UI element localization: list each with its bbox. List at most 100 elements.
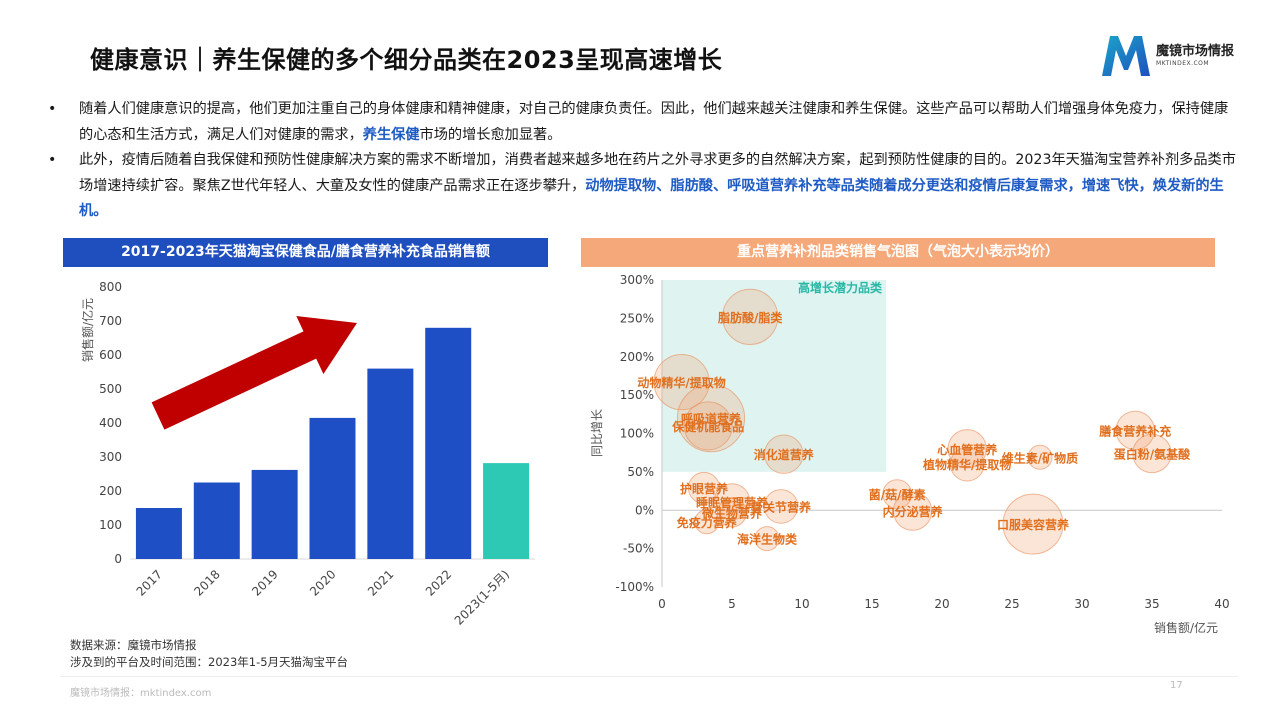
y-tick-label: 300% <box>620 273 654 287</box>
page-title: 健康意识｜养生保健的多个细分品类在2023呈现高速增长 <box>90 46 723 74</box>
x-tick-label: 2019 <box>249 567 280 598</box>
highlight-text: 养生保健 <box>362 126 420 143</box>
growth-arrow <box>151 316 357 430</box>
y-tick-label: -100% <box>615 580 654 594</box>
y-axis-label: 同比增长 <box>590 409 604 457</box>
x-tick-label: 40 <box>1214 597 1229 611</box>
bullet-item: • 此外，疫情后随着自我保健和预防性健康解决方案的需求不断增加，消费者越来越多地在… <box>48 148 1238 225</box>
bubble <box>653 353 710 411</box>
y-tick-label: 700 <box>99 314 122 328</box>
bar <box>367 368 414 559</box>
bubble-label: 睡眠管理营养 <box>696 495 768 510</box>
x-tick-label: 5 <box>728 597 736 611</box>
source-note: 数据来源：魔镜市场情报 <box>70 638 197 652</box>
bar <box>425 327 472 559</box>
brand-name: 魔镜市场情报 <box>1156 44 1235 59</box>
high-growth-zone <box>662 280 886 472</box>
y-tick-label: 200% <box>620 350 654 364</box>
brand-logo: 魔镜市场情报 MKTINDEX.COM <box>1098 32 1248 80</box>
scope-note: 涉及到的平台及时间范围：2023年1-5月天猫淘宝平台 <box>70 655 349 669</box>
bubble-label: 膳食营养补充 <box>1099 423 1171 438</box>
footer-site: 魔镜市场情报：mktindex.com <box>70 688 212 699</box>
y-tick-label: -50% <box>623 542 654 556</box>
bubble-label: 蛋白粉/氨基酸 <box>1114 446 1191 461</box>
bullet-dot: • <box>48 101 57 117</box>
bar <box>193 482 240 559</box>
bubble-label: 护眼营养 <box>680 481 728 496</box>
x-tick-label: 30 <box>1074 597 1089 611</box>
y-tick-label: 100% <box>620 427 654 441</box>
bar <box>483 463 530 559</box>
bubble <box>947 429 987 469</box>
bubble <box>892 491 933 531</box>
bubble <box>717 497 747 528</box>
x-axis-label: 销售额/亿元 <box>1154 620 1218 635</box>
x-tick-label: 2021 <box>365 567 396 598</box>
bubble <box>754 526 780 552</box>
bubble <box>676 384 746 453</box>
bubble-label: 脂肪酸/脂类 <box>717 310 783 325</box>
x-tick-label: 15 <box>864 597 879 611</box>
bubble-label: 呼吸道营养 <box>681 411 741 426</box>
bubble-chart-title: 重点营养补剂品类销售气泡图（气泡大小表示均价） <box>581 238 1215 267</box>
bubble <box>687 471 721 505</box>
x-tick-label: 0 <box>658 597 666 611</box>
bubble-label: 海洋生物类 <box>737 532 798 547</box>
bubble-label: 口服美容营养 <box>997 517 1069 532</box>
bubble <box>949 446 985 482</box>
bubble <box>763 489 799 524</box>
bullet-item: • 随着人们健康意识的提高，他们更加注重自己的身体健康和精神健康，对自己的健康负责… <box>48 97 1238 148</box>
y-tick-label: 250% <box>620 311 654 325</box>
brand-site: MKTINDEX.COM <box>1156 60 1210 67</box>
bubble-label: 植物精华/提取物 <box>922 457 1011 472</box>
y-tick-label: 300 <box>99 450 122 464</box>
bullet-text: 此外，疫情后随着自我保健和预防性健康解决方案的需求不断增加，消费者越来越多地在药… <box>79 152 1236 194</box>
bar <box>135 508 182 559</box>
y-tick-label: 0 <box>114 552 122 566</box>
highlight-text: 动物提取物、脂肪酸、呼吸道营养补充等品类随着成分更迭和疫情后康复需求，增速飞快，… <box>79 177 1224 220</box>
footer-divider <box>60 676 1238 677</box>
bubble <box>713 483 751 521</box>
y-tick-label: 150% <box>620 388 654 402</box>
x-tick-label: 2018 <box>191 567 222 598</box>
bubble <box>882 479 913 510</box>
x-tick-label: 2020 <box>307 567 338 598</box>
y-tick-label: 50% <box>627 465 654 479</box>
y-tick-label: 0% <box>635 503 654 517</box>
bullet-dot: • <box>48 152 57 168</box>
bubble <box>1027 444 1053 470</box>
high-growth-label: 高增长潜力品类 <box>798 280 883 295</box>
bubble-label: 动物精华/提取物 <box>637 375 725 390</box>
bubble <box>722 288 779 345</box>
bubble <box>1115 410 1155 451</box>
bubble <box>764 434 804 474</box>
bubble <box>1002 493 1064 555</box>
bubble-label: 免疫力营养 <box>677 515 737 530</box>
x-tick-label: 10 <box>794 597 809 611</box>
bubble-label: 骨关节营养 <box>751 499 811 514</box>
bubble <box>694 509 720 535</box>
bubble-label: 心血管营养 <box>937 442 997 457</box>
bubble-label: 微生物营养 <box>701 506 762 521</box>
m-logo-icon <box>1102 36 1150 76</box>
bubble-label: 消化道营养 <box>754 447 814 462</box>
bar-chart-title: 2017-2023年天猫淘宝保健食品/膳食营养补充食品销售额 <box>63 238 548 267</box>
bullet-list: • 随着人们健康意识的提高，他们更加注重自己的身体健康和精神健康，对自己的健康负责… <box>48 97 1238 225</box>
bullet-text: 随着人们健康意识的提高，他们更加注重自己的身体健康和精神健康，对自己的健康负责任… <box>79 101 1229 143</box>
bar <box>251 469 298 559</box>
x-tick-label: 25 <box>1004 597 1019 611</box>
x-tick-label: 2023(1-5月) <box>452 567 512 627</box>
bubble <box>1132 433 1172 474</box>
bar <box>309 417 356 559</box>
x-tick-label: 20 <box>934 597 949 611</box>
y-tick-label: 400 <box>99 416 122 430</box>
y-tick-label: 500 <box>99 382 122 396</box>
y-axis-label: 销售额/亿元 <box>80 298 95 362</box>
x-tick-label: 35 <box>1144 597 1159 611</box>
bubble-label: 维生素/矿物质 <box>1002 450 1078 465</box>
bullet-text: 市场的增长愈加显著。 <box>419 126 562 143</box>
y-tick-label: 200 <box>99 484 122 498</box>
y-tick-label: 600 <box>99 348 122 362</box>
bubble-label: 内分泌营养 <box>883 504 943 519</box>
